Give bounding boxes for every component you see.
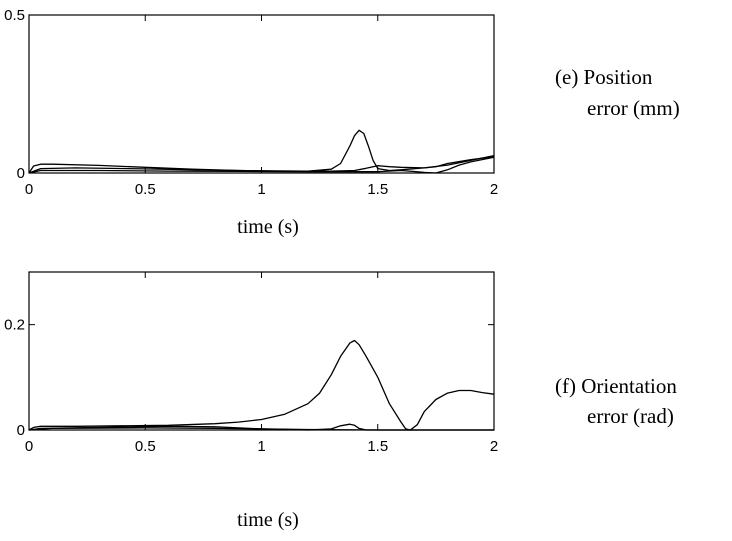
x-tick-label: 1 — [257, 181, 265, 198]
series-line-1 — [28, 129, 495, 174]
plot-frame — [28, 271, 495, 431]
y-tick-label: 0 — [17, 165, 25, 182]
y-axis-ticks: 00.5 — [4, 7, 494, 182]
x-axis-ticks: 0 0.5 1 1.5 2 — [25, 272, 498, 455]
y-tick-label: 0.5 — [4, 7, 25, 24]
x-tick-label: 0.5 — [135, 438, 156, 455]
series-line-3 — [28, 156, 495, 174]
x-tick-label: 0.5 — [135, 181, 156, 198]
x-tick-label: 1.5 — [367, 438, 388, 455]
chart-panel-orientation-error: 0 0.5 1 1.5 2 00.2 time (s) (f) Orientation … — [4, 271, 677, 531]
x-axis-label: time (s) — [237, 509, 299, 531]
y-axis-ticks: 00.2 — [4, 317, 494, 439]
caption-line-1: (e) Position — [555, 65, 653, 89]
series-line-1 — [28, 339, 495, 431]
x-tick-label: 0 — [25, 438, 33, 455]
x-axis-ticks: 0 0.5 1 1.5 2 — [25, 15, 498, 198]
series-group — [28, 339, 495, 431]
caption-line-2: error (mm) — [587, 96, 680, 120]
x-tick-label: 1 — [257, 438, 265, 455]
caption-line-1: (f) Orientation — [555, 374, 677, 398]
y-tick-label: 0.2 — [4, 317, 25, 334]
x-tick-label: 1.5 — [367, 181, 388, 198]
series-group — [28, 129, 495, 174]
y-tick-label: 0 — [17, 422, 25, 439]
series-line-2 — [28, 155, 495, 174]
x-tick-label: 0 — [25, 181, 33, 198]
x-axis-label: time (s) — [237, 216, 299, 238]
caption-line-2: error (rad) — [587, 404, 674, 428]
x-tick-label: 2 — [490, 181, 498, 198]
x-tick-label: 2 — [490, 438, 498, 455]
plot-frame — [28, 14, 495, 174]
chart-panel-position-error: 0 0.5 1 1.5 2 00.5 time (s) (e) Position err… — [4, 7, 680, 238]
